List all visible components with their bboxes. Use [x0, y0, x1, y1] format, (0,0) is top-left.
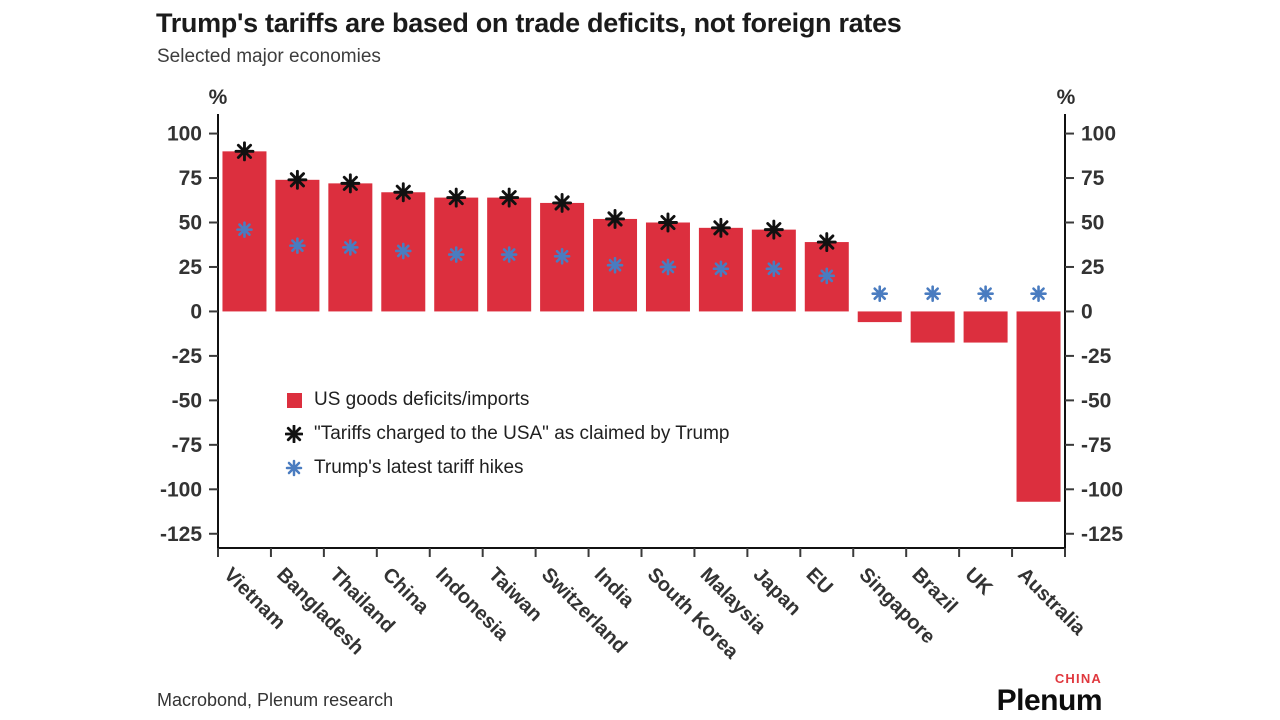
y-axis-tick-label-left: 0 [190, 300, 202, 323]
tariff-hike-marker [447, 246, 465, 263]
tariff-hike-marker [1030, 285, 1047, 302]
y-axis-tick-label-right: 25 [1081, 256, 1105, 279]
category-label: Australia [1013, 564, 1090, 641]
y-axis-tick-label-left: -75 [172, 434, 203, 457]
claimed-tariff-marker [499, 187, 520, 208]
y-axis-unit-right: % [1056, 86, 1076, 109]
claimed-tariff-marker [287, 169, 308, 190]
tariff-hike-marker [659, 258, 677, 276]
y-axis-tick-label-right: -100 [1081, 478, 1123, 501]
claimed-tariff-marker [393, 182, 414, 203]
claimed-tariff-marker [816, 232, 837, 253]
category-label: South Korea [643, 564, 743, 664]
legend: US goods deficits/imports "Tariffs charg… [285, 383, 730, 485]
y-axis-unit-left: % [208, 86, 228, 109]
y-axis-tick-label-left: 75 [179, 167, 203, 190]
tariff-hike-marker [500, 246, 518, 263]
claimed-tariff-marker [605, 208, 625, 229]
legend-label-deficits: US goods deficits/imports [314, 389, 530, 410]
deficit-bar [1016, 311, 1061, 502]
blue-asterisk-icon [285, 459, 303, 477]
y-axis-tick-label-right: -25 [1081, 345, 1112, 368]
tariff-hike-marker [342, 239, 359, 256]
tariff-hike-marker [289, 237, 306, 254]
tariff-hike-marker [765, 260, 783, 278]
y-axis-tick-label-right: 0 [1081, 300, 1093, 323]
legend-item-hikes: Trump's latest tariff hikes [285, 451, 730, 485]
category-label: UK [960, 564, 996, 600]
logo-china-label: CHINA [1054, 671, 1102, 686]
claimed-tariff-marker [552, 192, 573, 213]
deficit-bar [910, 311, 955, 343]
claimed-tariff-marker [658, 212, 678, 233]
y-axis-tick-label-left: -100 [160, 478, 202, 501]
tariff-hike-marker [924, 285, 941, 302]
claimed-tariff-marker [234, 141, 255, 162]
y-axis-tick-label-right: 100 [1081, 123, 1116, 146]
tariff-hike-marker [236, 221, 253, 238]
tariff-hike-marker [553, 247, 571, 265]
tariff-hike-marker [818, 267, 836, 285]
logo-plenum-label: Plenum [996, 684, 1103, 717]
deficit-bar [963, 311, 1008, 343]
tariff-hike-marker [394, 242, 412, 260]
tariff-hike-marker [712, 260, 730, 278]
chart-subtitle: Selected major economies [157, 46, 381, 67]
y-axis-tick-label-left: 25 [179, 256, 203, 279]
y-axis-tick-label-left: 50 [179, 212, 202, 235]
legend-label-hikes: Trump's latest tariff hikes [314, 457, 524, 478]
y-axis-tick-label-left: -25 [172, 345, 203, 368]
y-axis-tick-label-right: -75 [1081, 434, 1112, 457]
y-axis-tick-label-right: 75 [1081, 167, 1105, 190]
claimed-tariff-marker [763, 219, 784, 240]
red-square-icon [286, 392, 302, 408]
plenum-logo: CHINA Plenum [996, 671, 1103, 717]
tariff-hike-marker [871, 285, 889, 302]
category-label: India [590, 564, 639, 613]
tariff-hike-marker [606, 256, 624, 274]
y-axis-tick-label-left: -50 [172, 389, 202, 412]
y-axis-tick-label-right: -125 [1081, 523, 1123, 546]
claimed-tariff-marker [710, 217, 731, 238]
y-axis-tick-label-left: -125 [160, 523, 202, 546]
legend-label-claimed: "Tariffs charged to the USA" as claimed … [314, 423, 730, 444]
deficit-bar [857, 311, 902, 323]
claimed-tariff-marker [340, 173, 361, 194]
chart-title: Trump's tariffs are based on trade defic… [156, 8, 902, 38]
black-asterisk-icon [285, 425, 303, 443]
y-axis-tick-label-right: -50 [1081, 389, 1111, 412]
source-credit: Macrobond, Plenum research [157, 690, 394, 710]
y-axis-tick-label-right: 50 [1081, 212, 1104, 235]
claimed-tariff-marker [446, 187, 467, 208]
tariff-hike-marker [977, 285, 994, 302]
legend-item-deficits: US goods deficits/imports [285, 383, 730, 417]
legend-item-claimed: "Tariffs charged to the USA" as claimed … [285, 417, 730, 451]
category-label: EU [802, 564, 837, 599]
y-axis-tick-label-left: 100 [167, 123, 202, 146]
